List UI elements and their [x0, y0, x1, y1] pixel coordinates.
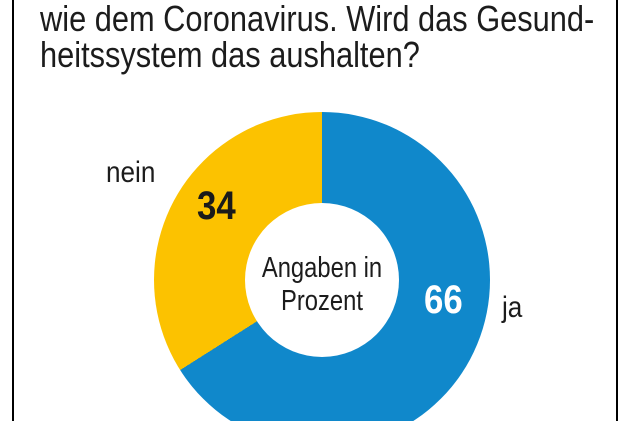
left-frame-rule — [12, 0, 14, 421]
question-title-line1: wie dem Coronavirus. Wird das Gesund- — [40, 0, 595, 39]
right-frame-rule — [616, 0, 618, 421]
donut-hole — [245, 203, 399, 357]
question-title-line2: heitssystem das aushalten? — [40, 34, 420, 75]
label-ja: ja — [502, 291, 523, 324]
center-note: Angaben in Prozent — [259, 252, 385, 318]
value-ja: 66 — [424, 278, 463, 322]
value-nein: 34 — [197, 184, 236, 228]
center-note-line1: Angaben in — [261, 252, 383, 284]
center-note-line2: Prozent — [281, 285, 363, 317]
label-nein: nein — [106, 156, 156, 189]
question-title: wie dem Coronavirus. Wird das Gesund- he… — [40, 1, 637, 73]
